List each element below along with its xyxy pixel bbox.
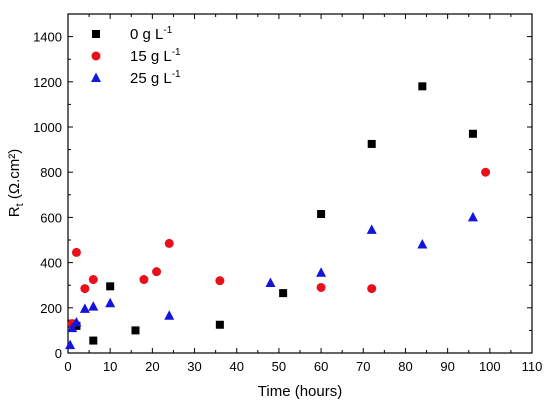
data-point-square (468, 129, 477, 138)
x-tick-label: 70 (356, 359, 370, 374)
legend-marker-triangle (91, 72, 101, 82)
y-tick-label: 600 (40, 210, 62, 225)
data-point-circle (139, 275, 149, 285)
data-point-square (106, 282, 115, 291)
x-tick-label: 50 (272, 359, 286, 374)
legend-label-superscript: -1 (172, 69, 181, 80)
legend-label-superscript: -1 (172, 47, 181, 58)
legend-label: 25 g L-1 (130, 69, 181, 87)
y-tick-label: 200 (40, 301, 62, 316)
legend: 0 g L-115 g L-125 g L-1 (91, 25, 181, 87)
x-tick-label: 90 (440, 359, 454, 374)
data-point-triangle (164, 310, 175, 320)
data-point-square (89, 336, 98, 345)
data-point-triangle (265, 277, 276, 287)
x-tick-label: 80 (398, 359, 412, 374)
y-axis-title-units: (Ω.cm²) (6, 149, 23, 204)
data-point-triangle (316, 267, 327, 277)
data-point-circle (152, 267, 162, 277)
legend-label-text: 0 g L (130, 26, 163, 43)
x-tick-label: 30 (187, 359, 201, 374)
data-point-circle (316, 282, 326, 292)
legend-label: 0 g L-1 (130, 25, 173, 43)
data-point-triangle (65, 339, 76, 350)
data-point-triangle (417, 239, 428, 249)
data-point-square (317, 210, 326, 219)
data-point-circle (88, 275, 98, 285)
legend-label-superscript: -1 (163, 25, 172, 36)
x-tick-label: 100 (479, 359, 501, 374)
x-axis-title: Time (hours) (258, 383, 342, 400)
data-point-square (418, 82, 427, 91)
x-tick-label: 110 (522, 359, 543, 374)
x-tick-label: 20 (145, 359, 159, 374)
y-tick-label: 0 (55, 346, 62, 361)
legend-marker-circle (91, 51, 101, 61)
y-tick-label: 1200 (33, 75, 62, 90)
legend-marker-square (92, 30, 100, 38)
series-square (68, 82, 477, 345)
data-point-circle (164, 238, 174, 248)
series-circle (67, 167, 491, 329)
x-axis-ticks: 0 10 20 30 40 50 60 70 80 90 100 110 (64, 14, 542, 374)
data-point-triangle (467, 211, 478, 222)
y-axis-title: Rt (Ω.cm²) (6, 149, 26, 217)
data-point-circle (71, 247, 81, 257)
x-tick-label: 60 (314, 359, 328, 374)
data-point-circle (215, 276, 225, 286)
data-points (65, 82, 491, 350)
data-point-circle (481, 167, 491, 177)
x-tick-label: 10 (103, 359, 117, 374)
series-triangle (65, 211, 478, 350)
x-tick-label: 0 (64, 359, 71, 374)
data-point-triangle (67, 322, 78, 333)
legend-label-text: 15 g L (130, 48, 172, 65)
y-tick-label: 800 (40, 165, 62, 180)
data-point-triangle (88, 301, 99, 311)
legend-label: 15 g L-1 (130, 47, 181, 65)
y-axis-ticks: 0 200 400 600 800 1000 1200 1400 (33, 13, 532, 361)
y-tick-label: 1000 (33, 120, 62, 135)
data-point-circle (367, 284, 377, 294)
data-point-triangle (71, 316, 82, 327)
y-axis-title-main: R (6, 206, 23, 217)
y-tick-label: 1400 (33, 30, 62, 45)
legend-label-text: 25 g L (130, 70, 172, 87)
x-tick-label: 40 (229, 359, 243, 374)
data-point-square (367, 139, 376, 148)
y-tick-label: 400 (40, 256, 62, 271)
data-point-square (279, 289, 288, 298)
data-point-square (215, 320, 224, 329)
data-point-triangle (105, 297, 116, 308)
data-point-circle (80, 284, 90, 294)
data-point-square (131, 326, 140, 335)
data-point-triangle (366, 224, 377, 234)
y-axis-title-subscript: t (14, 203, 26, 206)
data-point-triangle (79, 303, 90, 313)
